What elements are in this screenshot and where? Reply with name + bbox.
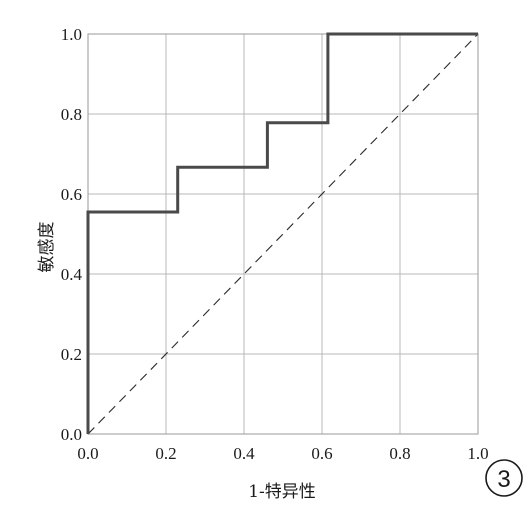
x-tick-labels: 0.0 0.2 0.4 0.6 0.8 1.0 [77,444,488,463]
x-tick-label: 0.8 [389,444,410,463]
panel-number-badge: 3 [485,459,523,497]
series-layer [86,32,478,434]
y-tick-label: 0.4 [61,265,83,284]
roc-step-curve [86,32,478,434]
x-tick-label: 1.0 [467,444,488,463]
y-tick-label: 0.6 [61,185,82,204]
x-tick-label: 0.2 [155,444,176,463]
y-tick-labels: 0.0 0.2 0.4 0.6 0.8 1.0 [61,25,83,444]
reference-diagonal-line [87,33,479,435]
reference-line-layer [87,33,479,435]
x-tick-label: 0.0 [77,444,98,463]
panel-number-circle [485,459,523,497]
x-tick-label: 0.4 [233,444,255,463]
y-axis-label: 敏感度 [37,222,57,273]
y-tick-label: 1.0 [61,25,82,44]
y-tick-label: 0.8 [61,105,82,124]
x-axis-label: 1-特异性 [248,482,316,502]
panel-number-label: 3 [497,466,510,493]
y-tick-label: 0.2 [61,345,82,364]
x-tick-label: 0.6 [311,444,332,463]
y-tick-label: 0.0 [61,425,82,444]
